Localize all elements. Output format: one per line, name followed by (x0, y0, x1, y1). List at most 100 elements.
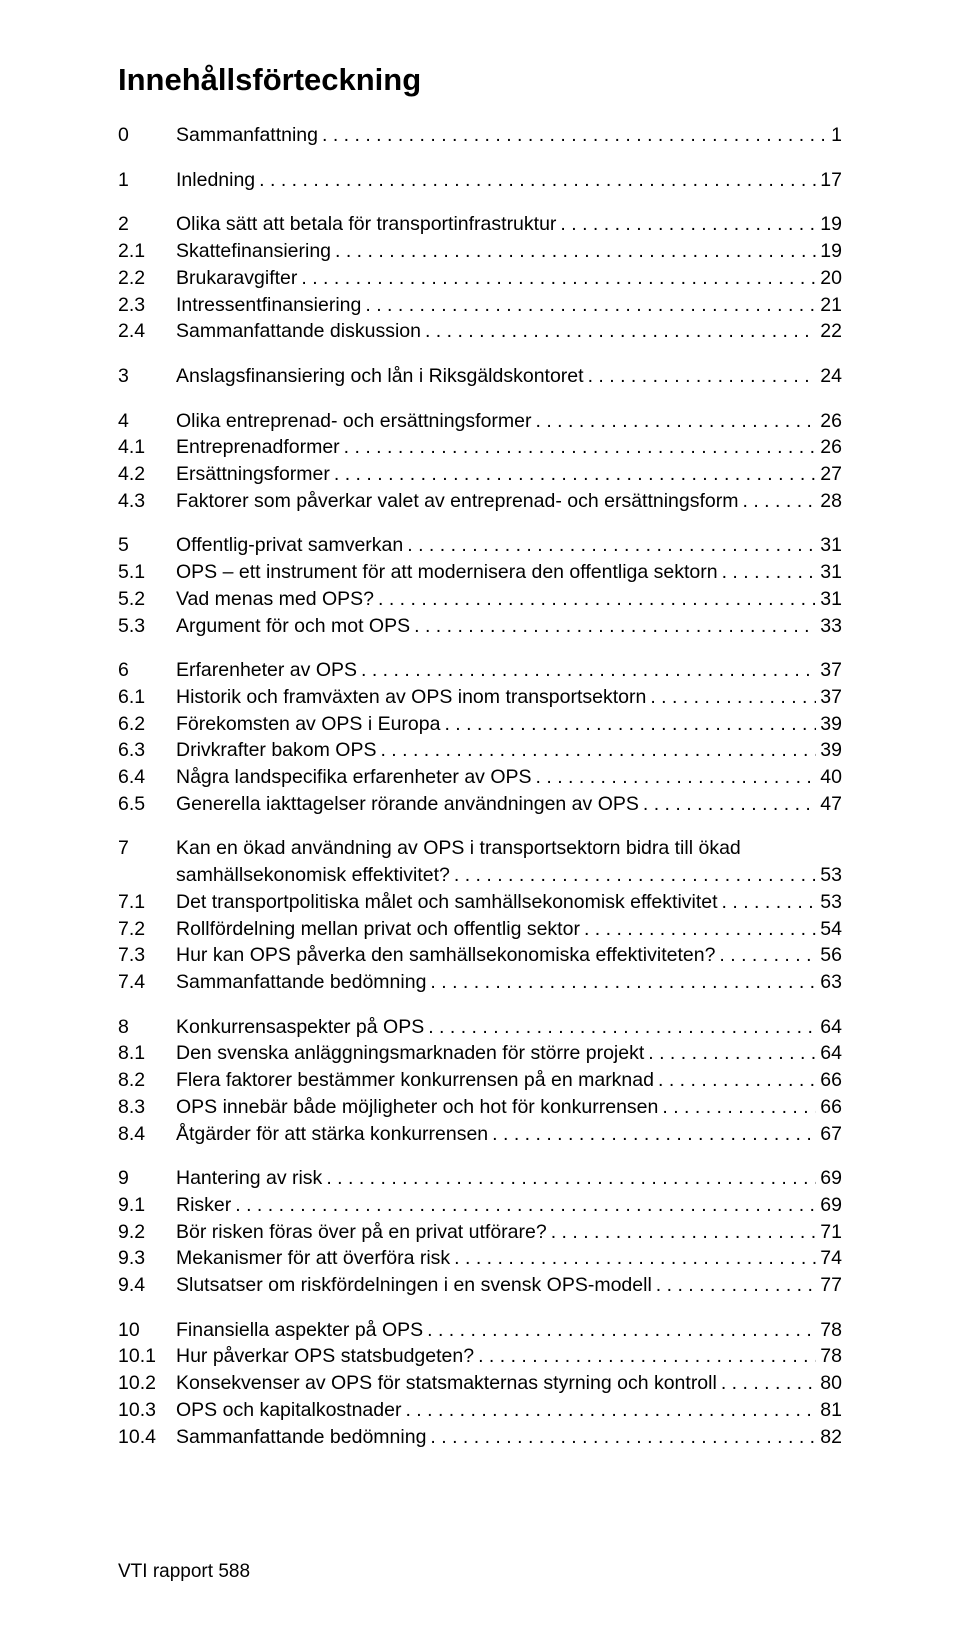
toc-number: 9.1 (118, 1192, 176, 1219)
toc-label: Det transportpolitiska målet och samhäll… (176, 889, 718, 916)
toc-label: Brukaravgifter (176, 265, 297, 292)
toc-label: samhällsekonomisk effektivitet? (176, 862, 450, 889)
toc-page: 1 (831, 122, 842, 149)
toc-page: 37 (820, 657, 842, 684)
toc-number: 4.2 (118, 461, 176, 488)
toc-entry: 8Konkurrensaspekter på OPS64 (118, 1014, 842, 1041)
toc-entry: 6.3Drivkrafter bakom OPS39 (118, 737, 842, 764)
toc-leader-dots (430, 969, 816, 996)
toc-group: 8Konkurrensaspekter på OPS648.1Den svens… (118, 1014, 842, 1148)
toc-number: 8.3 (118, 1094, 176, 1121)
toc-leader-dots (259, 167, 816, 194)
toc-entry: 6.4Några landspecifika erfarenheter av O… (118, 764, 842, 791)
toc-group: 1Inledning17 (118, 167, 842, 194)
toc-label: Anslagsfinansiering och lån i Riksgäldsk… (176, 363, 584, 390)
toc-label: OPS – ett instrument för att modernisera… (176, 559, 718, 586)
toc-entry: 9.2Bör risken föras över på en privat ut… (118, 1219, 842, 1246)
toc-page: 56 (820, 942, 842, 969)
toc-label: Olika sätt att betala för transportinfra… (176, 211, 556, 238)
toc-group: 9Hantering av risk699.1Risker699.2Bör ri… (118, 1165, 842, 1299)
toc-leader-dots (650, 684, 816, 711)
toc-page: 27 (820, 461, 842, 488)
toc-label: Ersättningsformer (176, 461, 330, 488)
toc-number: 5.1 (118, 559, 176, 586)
toc-leader-dots (662, 1094, 816, 1121)
toc-page: 64 (820, 1040, 842, 1067)
toc-page: 67 (820, 1121, 842, 1148)
toc-leader-dots (414, 613, 816, 640)
toc-label: Intressentfinansiering (176, 292, 361, 319)
toc-leader-dots (584, 916, 816, 943)
toc-leader-dots (656, 1272, 817, 1299)
toc-page: 26 (820, 408, 842, 435)
toc-label: Skattefinansiering (176, 238, 331, 265)
toc-number: 2 (118, 211, 176, 238)
toc-page: 47 (820, 791, 842, 818)
toc-leader-dots (344, 434, 817, 461)
toc-page: 31 (820, 532, 842, 559)
toc-leader-dots (380, 737, 816, 764)
toc-number: 9 (118, 1165, 176, 1192)
toc-leader-dots (365, 292, 816, 319)
toc-page: 22 (820, 318, 842, 345)
toc-leader-dots (427, 1317, 816, 1344)
toc-label: OPS och kapitalkostnader (176, 1397, 401, 1424)
toc-page: 78 (820, 1343, 842, 1370)
toc-entry: 8.4Åtgärder för att stärka konkurrensen6… (118, 1121, 842, 1148)
toc-leader-dots (326, 1165, 816, 1192)
toc-leader-dots (428, 1014, 816, 1041)
toc-group: 2Olika sätt att betala för transportinfr… (118, 211, 842, 345)
toc-page: 71 (820, 1219, 842, 1246)
toc-leader-dots (722, 559, 817, 586)
toc-page: 69 (820, 1192, 842, 1219)
toc-entry: 7Kan en ökad användning av OPS i transpo… (118, 835, 842, 862)
toc-page: 39 (820, 737, 842, 764)
report-footer: VTI rapport 588 (118, 1561, 250, 1583)
toc-label: Slutsatser om riskfördelningen i en sven… (176, 1272, 652, 1299)
toc-entry: 10.4Sammanfattande bedömning82 (118, 1424, 842, 1451)
toc-page: 64 (820, 1014, 842, 1041)
toc-entry: 5.2Vad menas med OPS?31 (118, 586, 842, 613)
toc-page: 21 (820, 292, 842, 319)
toc-number: 8.4 (118, 1121, 176, 1148)
toc-group: 4Olika entreprenad- och ersättningsforme… (118, 408, 842, 515)
toc-label: Hur påverkar OPS statsbudgeten? (176, 1343, 474, 1370)
toc-number: 9.2 (118, 1219, 176, 1246)
toc-label: Olika entreprenad- och ersättningsformer (176, 408, 532, 435)
toc-leader-dots (322, 122, 827, 149)
toc-leader-dots (743, 488, 817, 515)
toc-leader-dots (551, 1219, 817, 1246)
toc-entry: 3Anslagsfinansiering och lån i Riksgälds… (118, 363, 842, 390)
toc-leader-dots (588, 363, 817, 390)
toc-number: 6.2 (118, 711, 176, 738)
toc-label: Historik och framväxten av OPS inom tran… (176, 684, 646, 711)
toc-page: 19 (820, 211, 842, 238)
toc-leader-dots (405, 1397, 816, 1424)
toc-number: 7.2 (118, 916, 176, 943)
toc-body: 0Sammanfattning11Inledning172Olika sätt … (118, 122, 842, 1450)
toc-number: 6.3 (118, 737, 176, 764)
toc-entry: 9Hantering av risk69 (118, 1165, 842, 1192)
toc-page: 77 (820, 1272, 842, 1299)
toc-entry: 8.2Flera faktorer bestämmer konkurrensen… (118, 1067, 842, 1094)
toc-number: 7.3 (118, 942, 176, 969)
toc-entry: 2.2Brukaravgifter20 (118, 265, 842, 292)
toc-entry: 9.3Mekanismer för att överföra risk74 (118, 1245, 842, 1272)
toc-page: 80 (820, 1370, 842, 1397)
toc-page: 17 (820, 167, 842, 194)
toc-page: 31 (820, 586, 842, 613)
toc-number: 8 (118, 1014, 176, 1041)
toc-page: 19 (820, 238, 842, 265)
toc-leader-dots (492, 1121, 816, 1148)
toc-number: 7.1 (118, 889, 176, 916)
toc-number: 9.3 (118, 1245, 176, 1272)
toc-entry: 4Olika entreprenad- och ersättningsforme… (118, 408, 842, 435)
toc-label: Hur kan OPS påverka den samhällsekonomis… (176, 942, 715, 969)
toc-leader-dots (454, 1245, 816, 1272)
toc-page: 39 (820, 711, 842, 738)
toc-number: 3 (118, 363, 176, 390)
toc-label: Några landspecifika erfarenheter av OPS (176, 764, 532, 791)
toc-number: 10.3 (118, 1397, 176, 1424)
toc-label: Risker (176, 1192, 231, 1219)
toc-page: 69 (820, 1165, 842, 1192)
